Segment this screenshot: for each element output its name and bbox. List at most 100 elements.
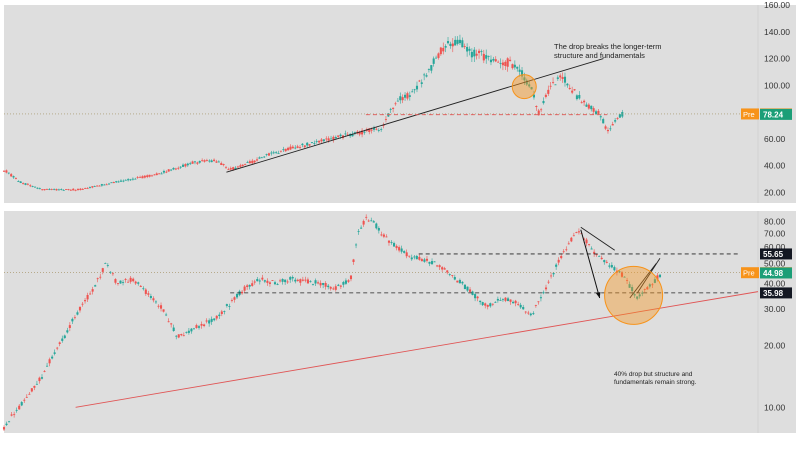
candle-body (494, 59, 497, 62)
candle-body (395, 245, 398, 249)
candle-body (418, 256, 421, 260)
candle-body (318, 140, 321, 143)
candle-body (284, 279, 287, 283)
candle-body (595, 254, 598, 256)
candle-body (185, 331, 188, 333)
candle-body (585, 104, 588, 107)
highlight-circle (511, 74, 537, 100)
candle-body (314, 280, 317, 284)
candle-body (275, 152, 278, 154)
candle-body (303, 145, 306, 148)
support-line (75, 291, 759, 408)
candle-body (291, 146, 294, 149)
candle-body (146, 175, 149, 178)
candle-body (69, 189, 72, 191)
candle-body (233, 297, 236, 300)
candle-body (182, 335, 185, 337)
candle-body (210, 160, 213, 163)
candle-body (286, 281, 289, 283)
candle-body (380, 234, 383, 236)
candle-body (497, 61, 500, 63)
candle-body (84, 300, 87, 302)
candle-body (284, 148, 287, 152)
candle-body (165, 171, 168, 173)
candle-body (519, 304, 522, 308)
candle-body (623, 276, 626, 278)
candle-body (201, 160, 204, 162)
candle-body (110, 182, 113, 184)
candle-body (466, 286, 469, 291)
candle-body (514, 300, 517, 304)
candle-body (609, 128, 612, 130)
trend-mark (580, 226, 615, 251)
candle-body (270, 152, 273, 154)
candle-body (598, 255, 601, 257)
candle-body (552, 272, 555, 275)
candle-body (511, 64, 514, 69)
candle-body (491, 303, 494, 305)
candle-body (263, 280, 266, 282)
candle-body (603, 260, 606, 263)
candle-body (468, 48, 471, 51)
candle-body (594, 111, 598, 115)
candle-body (144, 289, 147, 294)
badge-tag: Pre (743, 110, 755, 119)
candle-body (567, 243, 570, 245)
candle-body (392, 107, 395, 109)
candle-body (296, 279, 299, 281)
candle-body (399, 96, 402, 101)
candle-body (478, 50, 481, 54)
y-tick-label: 40.00 (764, 161, 786, 171)
candle-body (327, 285, 330, 288)
candle-body (61, 338, 64, 341)
candle-body (518, 69, 521, 72)
candle-body (281, 278, 284, 282)
candle-body (334, 137, 337, 139)
candle-body (372, 127, 376, 130)
candle-body (633, 294, 636, 296)
candle-body (76, 188, 80, 190)
candle-body (463, 46, 466, 47)
y-tick-label: 100.00 (764, 80, 790, 90)
candle-body (153, 174, 156, 176)
candle-body (525, 80, 528, 85)
candle-body (611, 124, 614, 126)
candle-body (205, 159, 208, 161)
annotation-text: 40% drop but structure and (614, 371, 693, 378)
candle-body (561, 77, 564, 79)
candle-body (215, 161, 218, 163)
candle-body (530, 87, 533, 90)
candle-body (501, 62, 504, 66)
candle-body (301, 279, 304, 281)
candle-body (241, 164, 244, 167)
candle-body (532, 94, 535, 98)
candle-body (572, 235, 575, 237)
candle-body (170, 169, 173, 171)
candle-body (119, 180, 123, 182)
candle-body (438, 265, 441, 268)
candle-body (267, 153, 271, 156)
candle-body (29, 185, 32, 187)
candle-body (107, 183, 111, 185)
candle-body (263, 156, 266, 158)
candle-body (142, 288, 145, 290)
candle-body (423, 259, 426, 262)
candle-body (405, 252, 408, 257)
candle-body (482, 53, 485, 61)
candle-body (165, 314, 168, 316)
candle-body (575, 232, 578, 234)
candle-body (63, 335, 66, 339)
candle-body (549, 85, 552, 87)
candle-body (55, 189, 58, 191)
y-tick-label: 140.00 (764, 27, 790, 37)
candle-body (248, 284, 251, 287)
candle-body (456, 280, 459, 283)
candle-body (425, 75, 428, 77)
candle-body (539, 297, 542, 299)
candle-body (304, 279, 307, 281)
candle-body (187, 330, 190, 333)
candle-body (390, 241, 393, 243)
candle-body (486, 304, 489, 307)
candle-body (279, 280, 282, 282)
candle-body (157, 305, 160, 307)
